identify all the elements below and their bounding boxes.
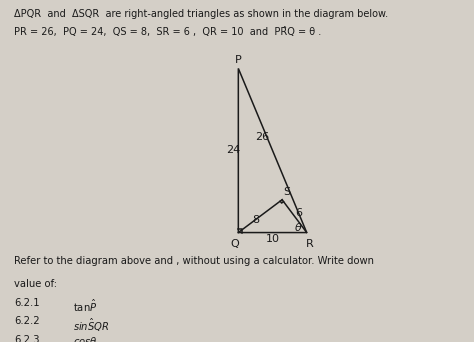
Text: Q: Q xyxy=(230,239,239,249)
Text: ΔPQR  and  ΔSQR  are right-angled triangles as shown in the diagram below.: ΔPQR and ΔSQR are right-angled triangles… xyxy=(14,9,388,18)
Text: 26: 26 xyxy=(255,132,269,142)
Text: tan$\hat{P}$: tan$\hat{P}$ xyxy=(73,298,98,314)
Text: 6: 6 xyxy=(296,208,303,219)
Text: 6.2.3: 6.2.3 xyxy=(14,335,40,342)
Text: R: R xyxy=(306,239,314,249)
Text: P: P xyxy=(235,55,242,65)
Text: 6.2.1: 6.2.1 xyxy=(14,298,40,307)
Text: sin$\hat{S}$QR: sin$\hat{S}$QR xyxy=(73,316,110,333)
Text: 10: 10 xyxy=(265,234,280,244)
Text: value of:: value of: xyxy=(14,279,57,289)
Text: θ: θ xyxy=(294,223,301,233)
Text: 8: 8 xyxy=(253,215,260,225)
Text: S: S xyxy=(283,187,290,197)
Text: Refer to the diagram above and , without using a calculator. Write down: Refer to the diagram above and , without… xyxy=(14,256,374,266)
Text: cos$\theta$: cos$\theta$ xyxy=(73,335,98,342)
Text: PR = 26,  PQ = 24,  QS = 8,  SR = 6 ,  QR = 10  and  PR̂Q = θ .: PR = 26, PQ = 24, QS = 8, SR = 6 , QR = … xyxy=(14,27,321,37)
Text: 6.2.2: 6.2.2 xyxy=(14,316,40,326)
Text: 24: 24 xyxy=(227,145,241,156)
